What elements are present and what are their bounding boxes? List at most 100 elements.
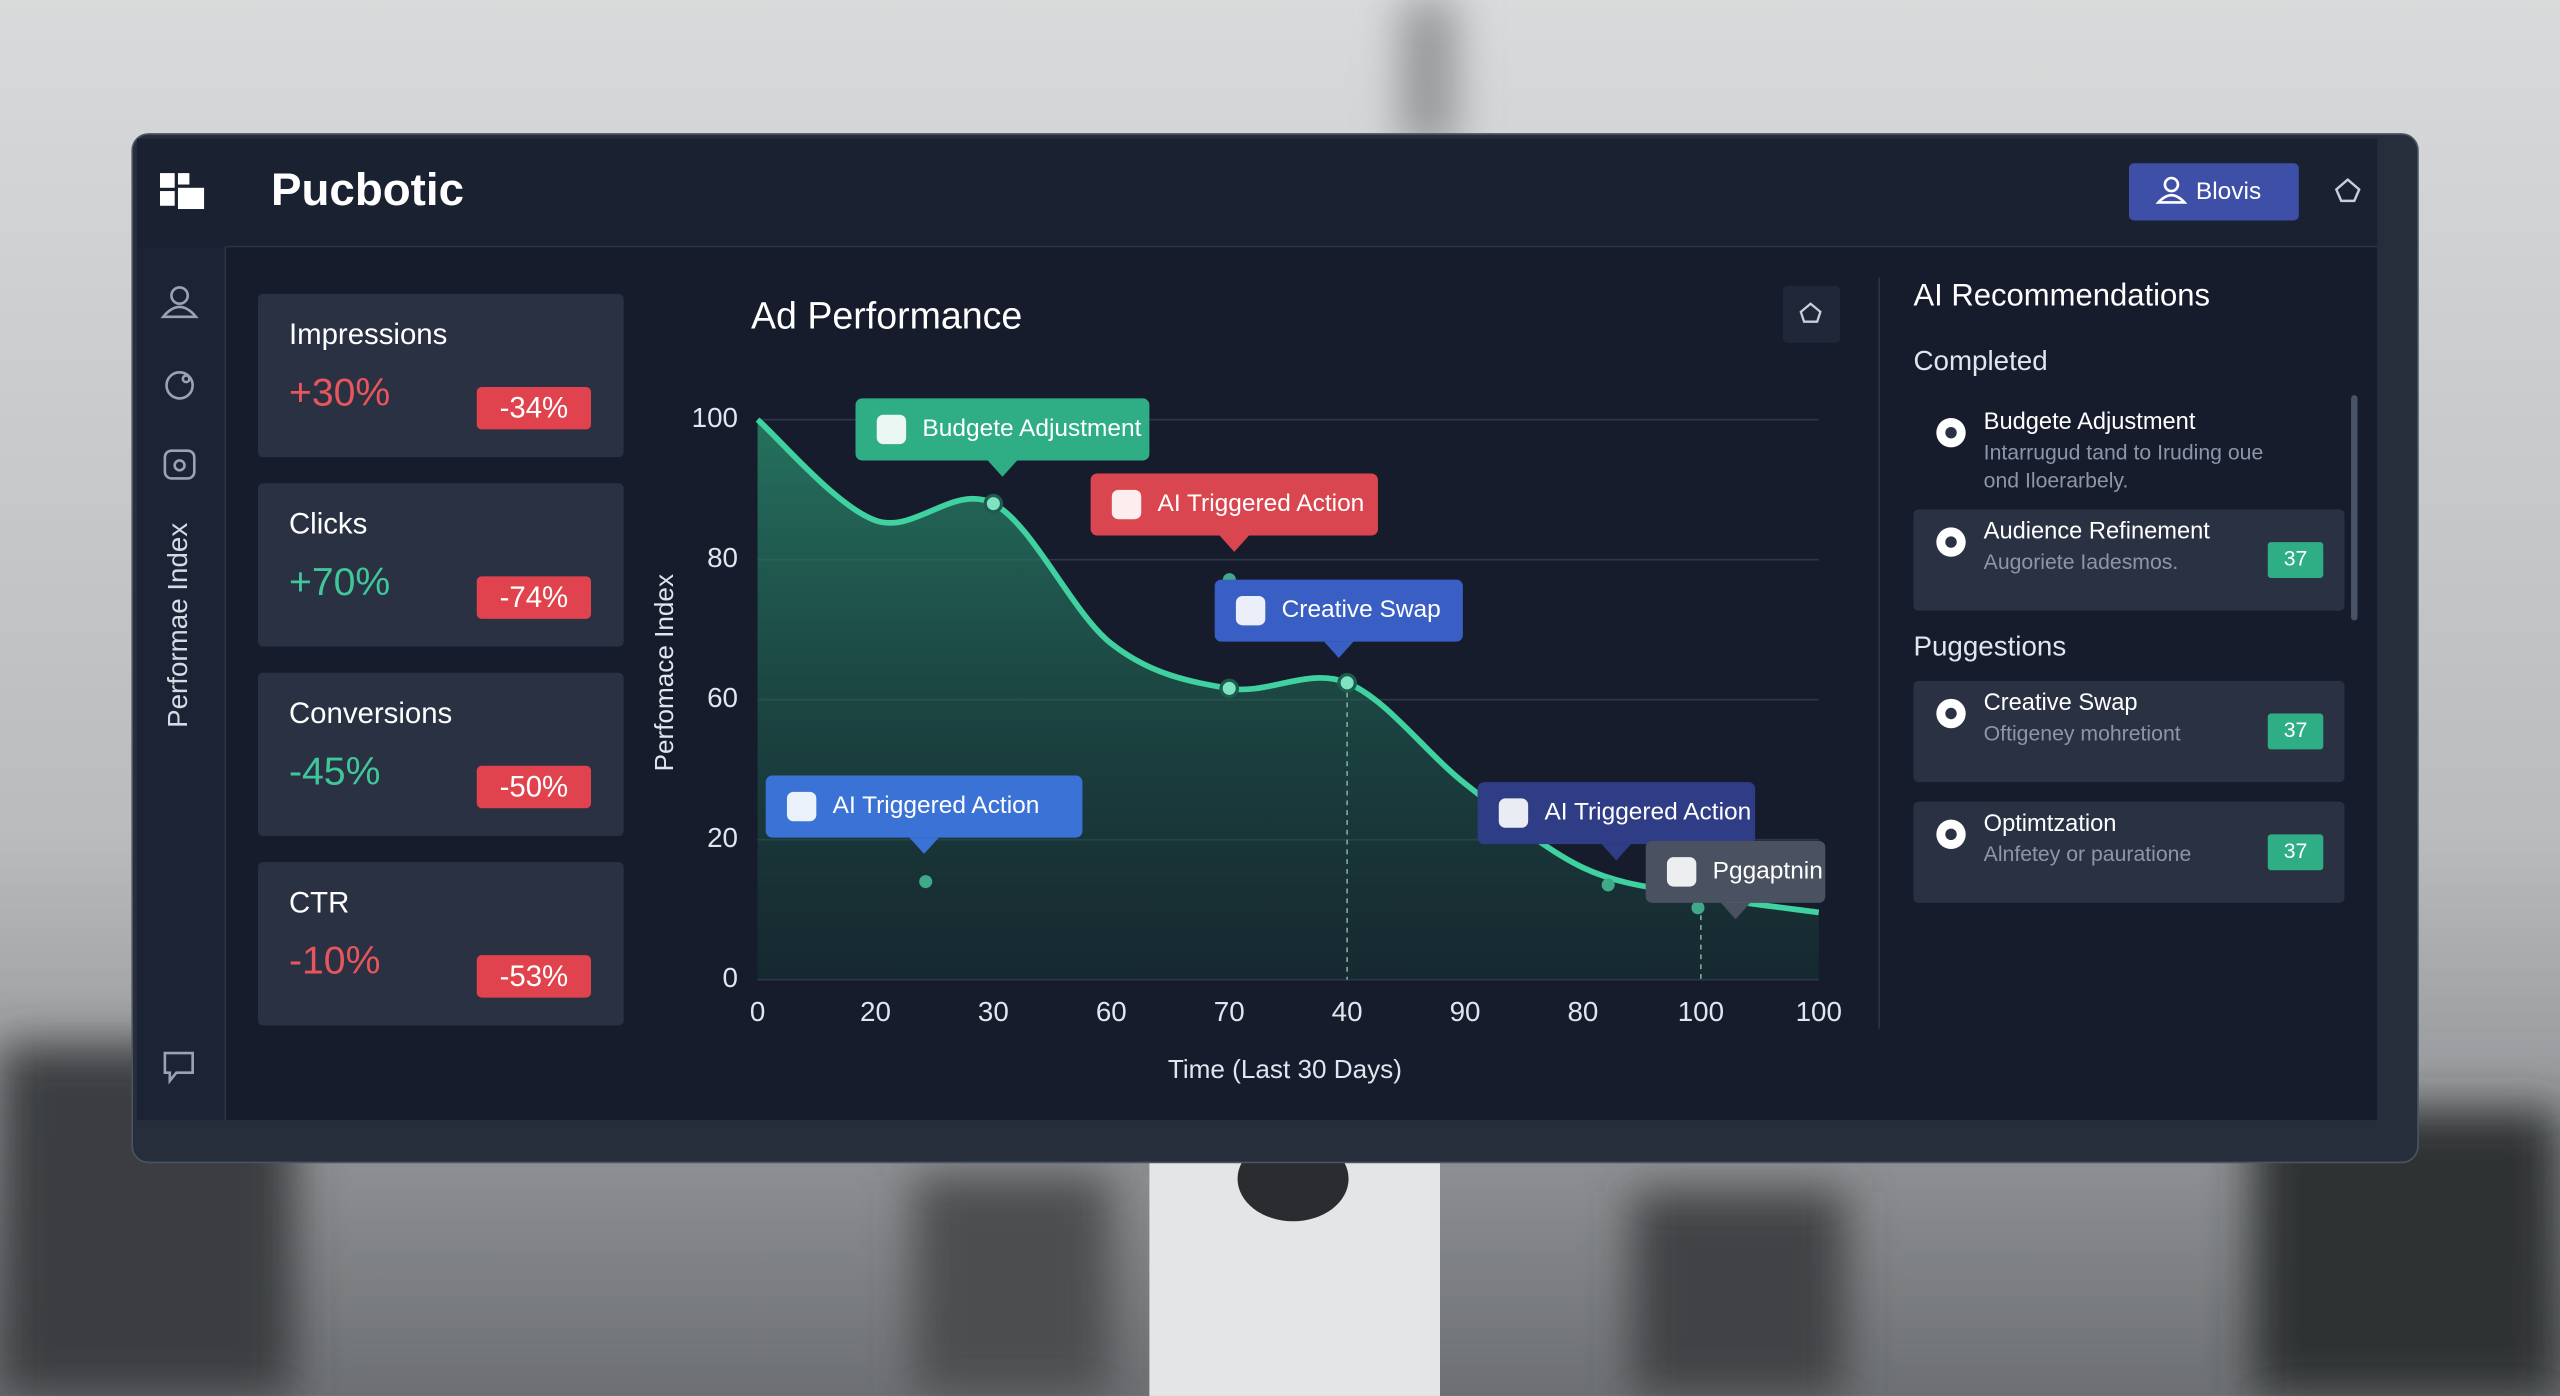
callout[interactable]	[1645, 840, 1826, 903]
callout[interactable]	[1214, 579, 1463, 642]
metric-badge	[476, 386, 592, 430]
sidebar	[137, 246, 226, 1121]
recommendation-badge	[2267, 542, 2324, 578]
event-dot	[919, 875, 933, 889]
x-tick-label: 0	[750, 996, 765, 1027]
callout[interactable]	[765, 775, 1083, 838]
metric-value: -10%	[289, 940, 380, 983]
user-button-label[interactable]: Blovis	[2196, 178, 2261, 205]
recommendation-card[interactable]	[1913, 801, 2345, 903]
recommendation-title: Optimtzation	[1984, 811, 2117, 837]
callout-pointer	[987, 460, 1018, 477]
recommendation-desc: Oftigeney mohretiont	[1984, 722, 2181, 745]
sidebar-label: Performae Index	[162, 523, 193, 728]
metric-title: Conversions	[289, 697, 452, 730]
callout-icon	[1666, 857, 1697, 887]
recommendation-desc: Intarrugud tand to Iruding oue	[1984, 442, 2264, 465]
recommendation-badge-label: 37	[2284, 719, 2308, 742]
callout-pointer	[1219, 535, 1249, 552]
section-title: Completed	[1913, 345, 2047, 376]
x-tick-label: 70	[1214, 996, 1245, 1027]
callout-icon	[876, 414, 907, 445]
section-title: Puggestions	[1913, 631, 2066, 662]
scrollbar[interactable]	[2351, 395, 2358, 621]
x-tick-label: 60	[1096, 996, 1127, 1027]
callout-label: AI Triggered Action	[1544, 799, 1751, 826]
x-tick-label: 100	[1796, 996, 1842, 1027]
y-tick-label: 60	[707, 682, 738, 713]
callout-icon	[1498, 798, 1529, 828]
recommendation-badge	[2267, 713, 2324, 750]
recommendation-badge-label: 37	[2284, 548, 2308, 571]
y-tick-label: 80	[707, 542, 738, 573]
x-tick-label: 20	[860, 996, 891, 1027]
callout[interactable]	[1477, 782, 1756, 845]
x-tick-label: 40	[1332, 996, 1363, 1027]
x-tick-label: 30	[978, 996, 1009, 1027]
recommendation-desc: ond Iloerarbely.	[1984, 469, 2129, 492]
callout-label: Budgete Adjustment	[922, 415, 1141, 442]
metric-badge	[476, 576, 592, 619]
line	[755, 417, 1820, 916]
callout[interactable]	[855, 398, 1150, 461]
callout-pointer	[1324, 641, 1354, 658]
metric-badge-label: -53%	[500, 960, 569, 993]
callout-pointer	[909, 837, 939, 854]
x-tick-label: 80	[1568, 996, 1599, 1027]
chart-settings[interactable]	[1782, 285, 1840, 343]
settings-icon[interactable]	[2334, 178, 2361, 203]
recommendation-card[interactable]	[1913, 509, 2345, 611]
chart-settings-icon	[1799, 302, 1822, 323]
recommendation-icon-dot	[1945, 536, 1957, 548]
metric-title: CTR	[289, 886, 349, 919]
recommendation-badge-label: 37	[2284, 840, 2308, 863]
callout-pointer	[1601, 844, 1632, 861]
callout-pointer	[1720, 902, 1751, 920]
panel-title: AI Recommendations	[1913, 277, 2210, 312]
point	[1219, 678, 1240, 699]
recommendation-icon-dot	[1945, 828, 1957, 841]
recommendation-desc: Augoriete Iadesmos.	[1984, 551, 2179, 574]
sidebar-icons	[160, 286, 199, 1085]
metric-badge-label: -74%	[500, 581, 569, 614]
header-bar	[137, 138, 2378, 247]
recommendation-desc: Alnfetey or pauratione	[1984, 843, 2192, 866]
recommendation-card[interactable]	[1913, 680, 2345, 783]
callout-icon	[1235, 595, 1266, 626]
callout[interactable]	[1090, 473, 1378, 536]
metric-badge-label: -50%	[500, 770, 569, 803]
metric-value: +30%	[289, 371, 390, 414]
x-axis-label: Time (Last 30 Days)	[1168, 1054, 1402, 1084]
recommendation-title: Creative Swap	[1984, 690, 2138, 716]
recommendation-icon-dot	[1945, 707, 1957, 720]
area-fill	[757, 419, 1819, 980]
metric-badge	[476, 765, 592, 809]
x-tick-label: 90	[1450, 996, 1481, 1027]
point	[1337, 673, 1357, 693]
recommendation-icon-dot	[1945, 426, 1957, 439]
metric-title: Impressions	[289, 318, 447, 351]
content: Impressions +30% -34% Clicks +70% -74% Convers…	[257, 277, 2345, 1084]
user-icon	[2155, 176, 2188, 204]
brand: Pucbotic	[271, 164, 464, 215]
metric-badge-label: -34%	[500, 392, 569, 425]
event-dot	[1601, 878, 1615, 892]
recommendation-title: Budgete Adjustment	[1984, 409, 2196, 435]
callout-label: AI Triggered Action	[1158, 490, 1365, 517]
logo	[160, 173, 205, 210]
y-tick-label: 20	[707, 822, 738, 853]
y-tick-label: 100	[692, 402, 738, 433]
callout-icon	[786, 791, 817, 822]
event-dot	[1691, 901, 1705, 915]
point	[983, 493, 1004, 514]
metric-title: Clicks	[289, 508, 367, 541]
recommendation-title: Audience Refinement	[1984, 519, 2211, 545]
callout-label: AI Triggered Action	[833, 792, 1040, 819]
x-tick-label: 100	[1678, 996, 1724, 1027]
metric-badge	[476, 955, 592, 998]
metric-value: +70%	[289, 561, 390, 604]
callout-label: Pggaptnin	[1713, 857, 1823, 884]
y-tick-label: 0	[723, 962, 738, 993]
